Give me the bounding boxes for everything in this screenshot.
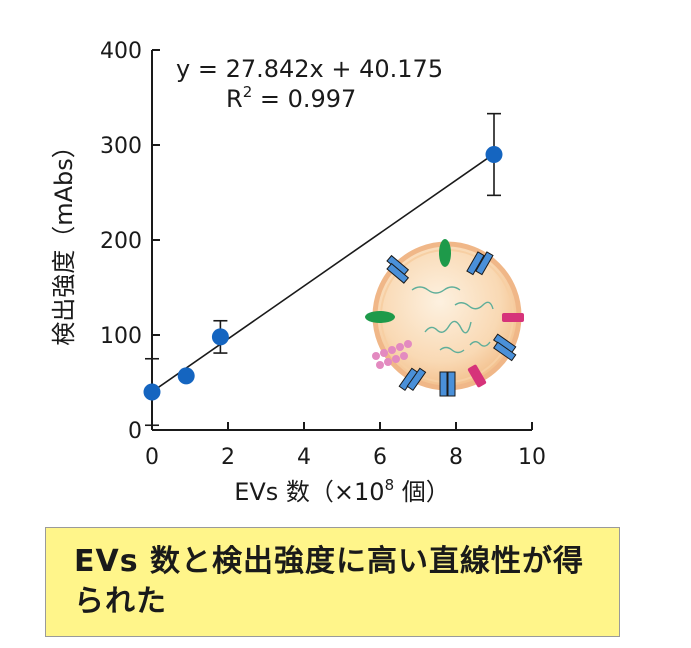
x-title-superscript: 8: [385, 476, 395, 494]
x-tick-label-2: 4: [297, 445, 311, 470]
y-tick-label-1: 100: [100, 324, 142, 349]
fit-equation: y = 27.842x + 40.175: [176, 55, 443, 83]
y-tick-label-4: 400: [100, 39, 142, 64]
r-squared: R2 = 0.997: [226, 83, 356, 113]
data-points: [143, 146, 503, 401]
x-tick-label-0: 0: [145, 445, 159, 470]
x-tick-label-5: 10: [518, 445, 546, 470]
extracellular-vesicle-icon: [365, 239, 524, 397]
y-tick-label-2: 200: [100, 229, 142, 254]
x-ticks: 0 2 4 6 8 10: [145, 422, 546, 470]
data-point-1: [177, 367, 195, 385]
y-axis-title: 検出強度（mAbs）: [50, 134, 78, 346]
summary-note-text: EVs 数と検出強度に高い直線性が得られた: [74, 544, 585, 619]
data-point-2: [211, 328, 229, 346]
x-tick-label-1: 2: [221, 445, 235, 470]
r2-prefix: R: [226, 85, 243, 113]
r2-superscript: 2: [243, 83, 253, 101]
y-ticks: 0 100 200 300 400: [100, 39, 160, 444]
chart: 0 100 200 300 400 0 2 4 6 8 10 y = 27.842x + 40.1…: [50, 39, 546, 506]
x-tick-label-4: 8: [449, 445, 463, 470]
fit-line: [151, 153, 495, 393]
summary-note-box: EVs 数と検出強度に高い直線性が得られた: [45, 527, 620, 637]
data-point-3: [485, 146, 503, 163]
r2-suffix: = 0.997: [252, 85, 356, 113]
x-title-end: 個）: [394, 478, 450, 506]
y-tick-label-0: 0: [128, 419, 142, 444]
x-axis-title: EVs 数（×108 個）: [234, 476, 450, 506]
x-tick-label-3: 6: [373, 445, 387, 470]
y-tick-label-3: 300: [100, 134, 142, 159]
x-title-main: EVs 数（×10: [234, 478, 384, 506]
data-point-0: [143, 383, 161, 401]
